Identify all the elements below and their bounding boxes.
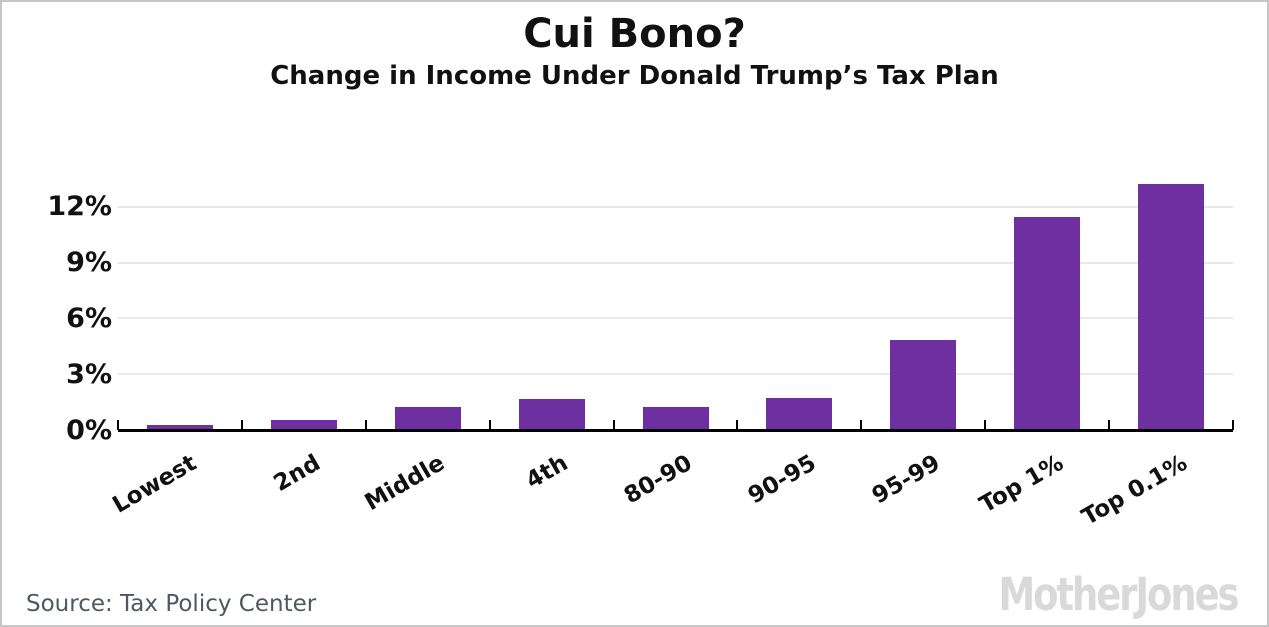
chart-title: Cui Bono? [523, 11, 746, 57]
x-axis-tick-label: Middle [360, 450, 449, 517]
axis-tick [117, 420, 119, 430]
axis-tick [860, 420, 863, 430]
axis-tick [984, 420, 987, 430]
bar [642, 406, 709, 431]
x-axis-tick-label: 4th [522, 450, 573, 495]
source-text: Source: Tax Policy Center [26, 591, 317, 617]
x-axis-tick-label: 90-95 [743, 450, 821, 510]
x-axis-tick-label: Top 1% [975, 450, 1069, 519]
bar [1014, 217, 1081, 431]
x-axis-tick-label: Top 0.1% [1077, 450, 1193, 531]
gridline [118, 373, 1233, 376]
bar [1138, 183, 1205, 431]
gridline [118, 261, 1233, 264]
bar [394, 406, 461, 431]
axis-tick [364, 420, 367, 430]
axis-tick [488, 420, 491, 430]
x-axis-tick-label: 95-99 [867, 450, 945, 510]
axis-tick [240, 420, 243, 430]
axis-tick [736, 420, 739, 430]
y-axis-tick-label: 6% [66, 302, 112, 334]
axis-baseline [118, 429, 1233, 432]
x-axis-tick-label: 80-90 [619, 450, 697, 510]
axis-tick [1108, 420, 1111, 430]
chart-header: Cui Bono? Change in Income Under Donald … [2, 10, 1267, 94]
y-axis-tick-label: 3% [66, 358, 112, 390]
gridline [118, 205, 1233, 208]
axis-tick [1232, 420, 1234, 430]
mother-jones-logo: MotherJones [997, 568, 1239, 621]
bar [518, 399, 585, 431]
y-axis-tick-label: 0% [66, 414, 112, 446]
bar [766, 397, 833, 431]
gridline [118, 317, 1233, 320]
x-axis-tick-label: Lowest [108, 450, 201, 519]
axis-tick [612, 420, 615, 430]
y-axis-tick-label: 12% [47, 191, 112, 223]
y-axis-tick-label: 9% [66, 247, 112, 279]
chart-subtitle: Change in Income Under Donald Trump’s Ta… [270, 61, 999, 91]
bar [890, 339, 957, 431]
x-axis-tick-label: 2nd [269, 450, 325, 497]
bar [270, 419, 337, 431]
bar [146, 425, 213, 431]
